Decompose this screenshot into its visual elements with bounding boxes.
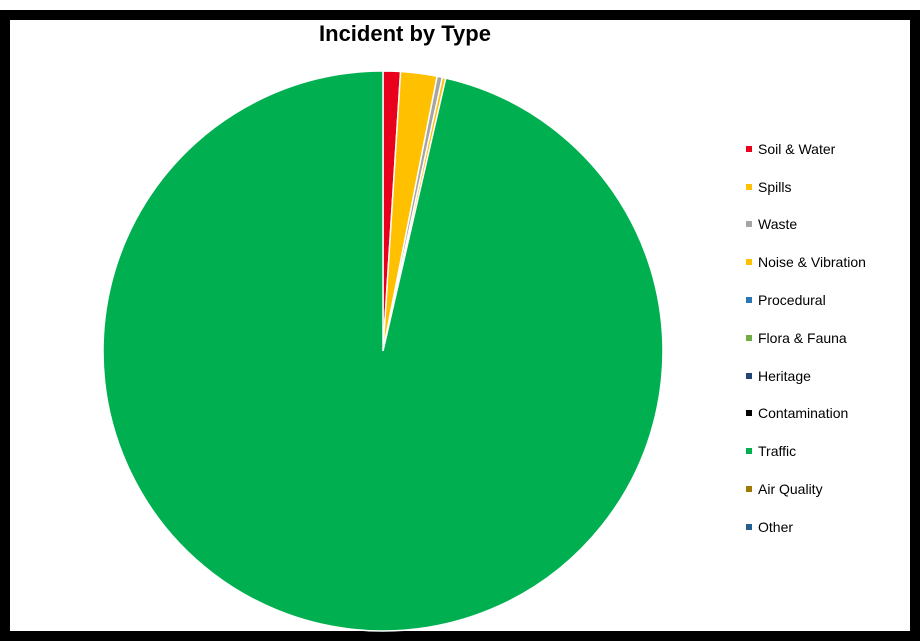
legend-item: Procedural: [746, 281, 911, 319]
legend-swatch: [746, 334, 752, 341]
legend-item: Noise & Vibration: [746, 243, 911, 281]
legend-label: Waste: [758, 216, 798, 233]
legend-item: Contamination: [746, 395, 911, 433]
legend-item: Soil & Water: [746, 130, 911, 168]
legend-swatch: [746, 372, 752, 379]
chart-legend: Soil & Water Spills Waste Noise & Vibration…: [746, 130, 911, 546]
legend-swatch: [746, 183, 752, 190]
legend-item: Traffic: [746, 432, 911, 470]
legend-swatch: [746, 486, 752, 493]
legend-item: Flora & Fauna: [746, 319, 911, 357]
legend-label: Contamination: [758, 405, 849, 422]
legend-swatch: [746, 448, 752, 455]
legend-label: Procedural: [758, 292, 826, 309]
legend-swatch: [746, 297, 752, 304]
pie-slice-traffic: [102, 70, 664, 632]
legend-label: Traffic: [758, 443, 797, 460]
legend-label: Heritage: [758, 367, 811, 384]
chart-title: Incident by Type: [319, 21, 491, 46]
legend-swatch: [746, 221, 752, 228]
legend-label: Soil & Water: [758, 140, 836, 157]
legend-label: Spills: [758, 178, 792, 195]
legend-item: Heritage: [746, 357, 911, 395]
legend-label: Flora & Fauna: [758, 329, 847, 346]
legend-swatch: [746, 145, 752, 152]
legend-swatch: [746, 259, 752, 266]
legend-item: Other: [746, 508, 911, 546]
legend-swatch: [746, 523, 752, 530]
legend-item: Spills: [746, 168, 911, 206]
legend-swatch: [746, 410, 752, 417]
legend-label: Other: [758, 518, 794, 535]
legend-label: Noise & Vibration: [758, 254, 866, 271]
legend-item: Waste: [746, 206, 911, 244]
legend-item: Air Quality: [746, 470, 911, 508]
legend-label: Air Quality: [758, 481, 823, 498]
